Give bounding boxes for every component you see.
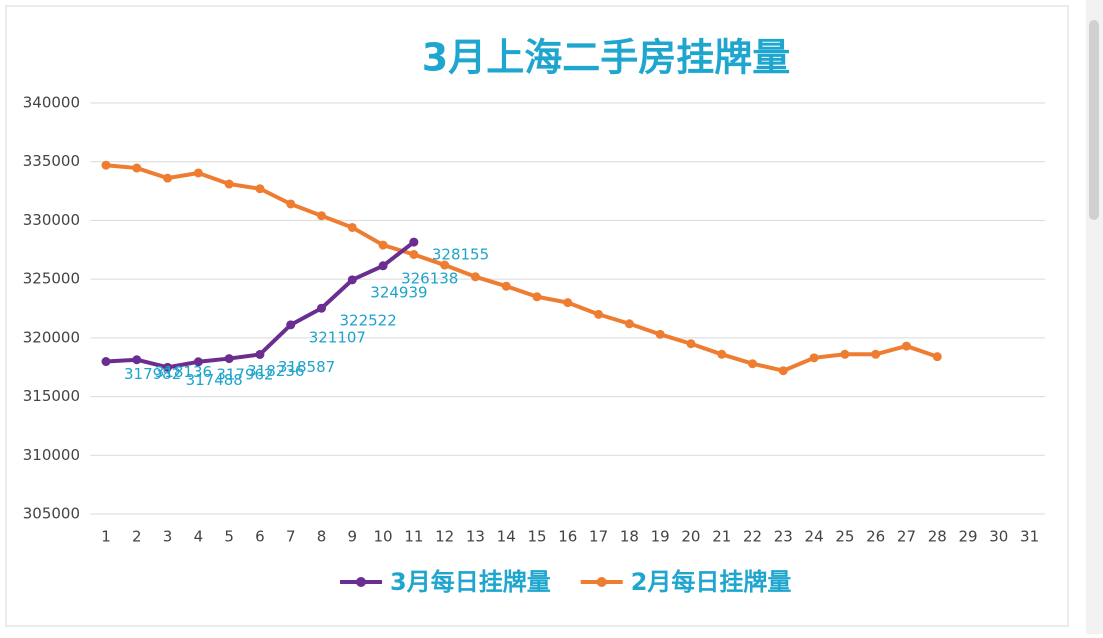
point-marker [594,309,604,319]
data-label: 324939 [370,283,427,301]
point-marker [347,275,357,285]
x-tick-label: 25 [835,528,854,546]
point-marker [132,355,142,365]
point-marker [101,357,111,367]
point-marker [871,349,881,359]
x-tick-label: 6 [255,528,265,546]
point-marker [224,354,234,364]
x-tick-label: 27 [897,528,916,546]
point-marker [193,357,203,367]
x-tick-label: 31 [1020,528,1039,546]
x-tick-label: 29 [958,528,977,546]
x-tick-label: 23 [774,528,793,546]
point-marker [686,339,696,349]
x-tick-label: 5 [224,528,234,546]
x-tick-label: 2 [132,528,142,546]
x-tick-label: 12 [435,528,454,546]
point-marker [840,349,850,359]
x-tick-label: 20 [681,528,700,546]
point-marker [378,261,388,271]
point-marker [409,237,419,247]
point-marker [193,168,203,178]
x-tick-label: 21 [712,528,731,546]
data-label: 317962 [216,365,273,383]
point-marker [655,329,665,339]
point-marker [501,281,511,291]
point-marker [286,320,296,330]
y-tick-label: 325000 [23,270,80,288]
point-marker [255,184,265,194]
point-marker [101,160,111,170]
x-tick-label: 17 [589,528,608,546]
point-marker [163,173,173,183]
legend-marker [596,577,607,587]
point-marker [224,179,234,189]
legend-marker [356,577,366,587]
point-marker [470,272,480,282]
x-tick-label: 13 [466,528,485,546]
point-marker [347,222,357,232]
x-tick-label: 4 [194,528,204,546]
data-label: 318136 [155,363,212,381]
point-marker [378,240,388,250]
point-marker [409,249,419,259]
point-marker [532,292,542,302]
point-marker [932,352,942,362]
x-tick-label: 3 [163,528,173,546]
x-tick-label: 14 [497,528,516,546]
data-label: 326138 [401,269,458,287]
data-label: 321107 [309,328,366,346]
y-tick-label: 315000 [23,387,80,405]
y-tick-label: 340000 [23,94,80,112]
x-tick-label: 9 [348,528,358,546]
point-marker [563,298,573,308]
point-marker [317,303,327,313]
point-marker [163,362,173,372]
x-tick-label: 19 [651,528,670,546]
x-tick-label: 24 [805,528,824,546]
point-marker [901,341,911,351]
point-marker [748,359,758,369]
x-tick-label: 16 [558,528,577,546]
x-tick-label: 30 [989,528,1008,546]
x-tick-label: 10 [374,528,393,546]
x-tick-label: 1 [101,528,111,546]
y-tick-label: 330000 [23,211,80,229]
y-tick-label: 320000 [23,328,80,346]
y-tick-label: 335000 [23,152,80,170]
data-label: 317982 [124,365,181,383]
point-marker [286,199,296,209]
point-marker [132,163,142,173]
point-marker [317,211,327,221]
legend-label: 3月每日挂牌量 [390,568,551,596]
y-tick-label: 310000 [23,446,80,464]
point-marker [809,353,819,363]
x-tick-label: 28 [928,528,947,546]
x-tick-label: 26 [866,528,885,546]
chart-title: 3月上海二手房挂牌量 [422,36,790,80]
data-label: 318236 [247,362,304,380]
data-label: 318587 [278,358,335,376]
x-tick-label: 7 [286,528,296,546]
point-marker [255,349,265,359]
x-tick-label: 8 [317,528,327,546]
point-marker [440,260,450,270]
x-tick-label: 18 [620,528,639,546]
y-tick-label: 305000 [23,505,80,523]
scroll-thumb [1089,20,1099,220]
series-line [105,163,938,373]
x-tick-label: 22 [743,528,762,546]
chart-frame [5,5,1069,627]
legend-label: 2月每日挂牌量 [631,568,792,596]
data-label: 317488 [186,371,243,389]
point-marker [717,349,727,359]
point-marker [778,366,788,376]
point-marker [624,319,634,329]
x-tick-label: 15 [527,528,546,546]
data-label: 328155 [432,246,489,264]
x-tick-label: 11 [404,528,423,546]
data-label: 322522 [340,312,397,330]
